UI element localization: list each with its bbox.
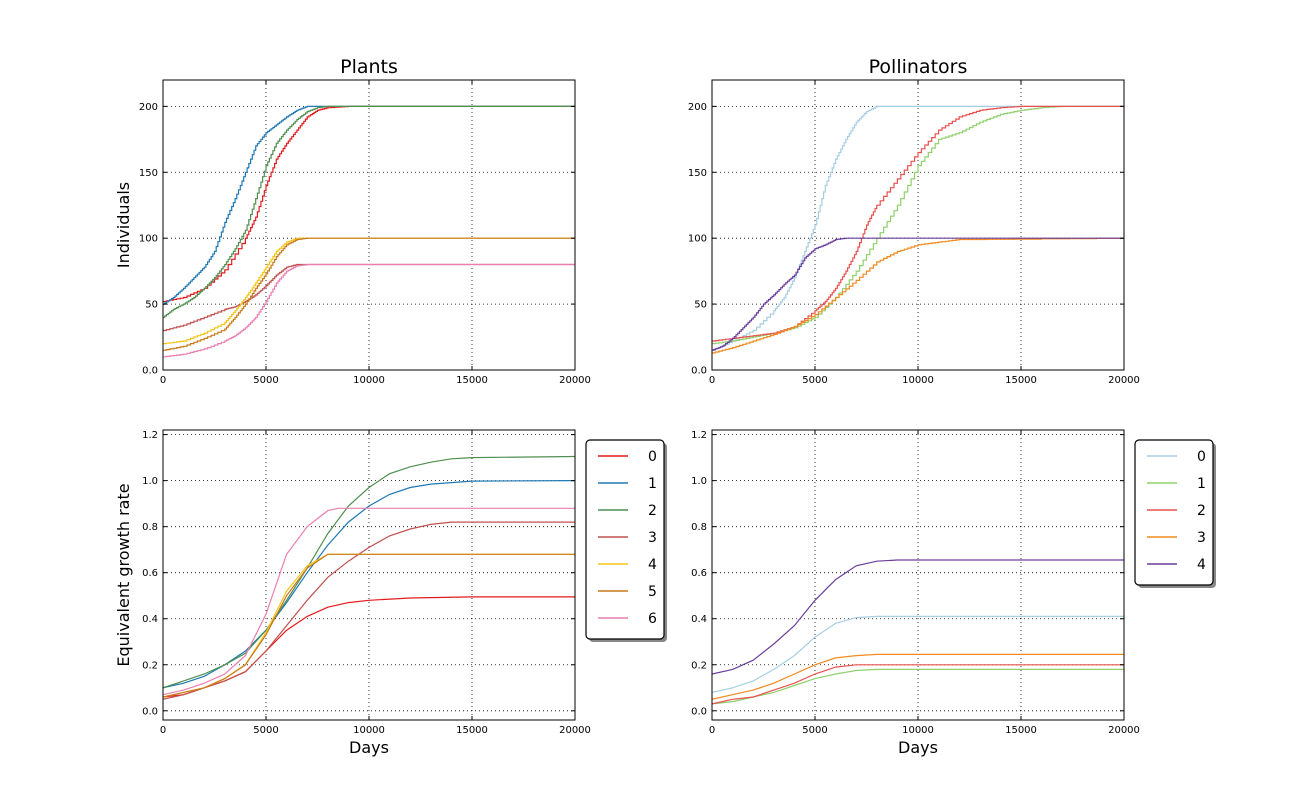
pollinators-individuals-panel: 0 5000 10000 15000 20000 0.0 50 100 150 200 Pollin… (688, 56, 1140, 386)
series-line-1 (163, 480, 575, 689)
y-tick-label: 1.2 (691, 430, 707, 441)
series-line-3 (163, 521, 575, 700)
y-tick-label: 200 (688, 102, 707, 113)
y-tick-label: 0.8 (142, 522, 158, 533)
series-line-5 (163, 237, 575, 351)
series-line-5 (163, 553, 575, 698)
series-line-4 (163, 237, 575, 345)
x-axis-label: Days (898, 738, 938, 757)
y-tick-label: 0.2 (691, 660, 707, 671)
legend-label-5: 5 (648, 584, 657, 600)
y-axis-label: Equivalent growth rate (114, 483, 133, 666)
y-axis-label: Individuals (114, 182, 133, 268)
legend-label-1: 1 (648, 476, 657, 492)
legend-label-1: 1 (1197, 476, 1206, 492)
series-line-2 (163, 455, 575, 689)
y-tick-label: 50 (694, 300, 707, 311)
chart-title: Pollinators (869, 56, 968, 78)
series-line-3 (712, 653, 1124, 700)
x-tick-label: 5000 (802, 725, 827, 736)
series-line-6 (163, 263, 575, 358)
series-line-3 (712, 237, 1124, 354)
y-tick-label: 0.6 (691, 568, 707, 579)
series-line-0 (712, 105, 1124, 351)
legend-label-4: 4 (648, 557, 657, 573)
legend-label-3: 3 (648, 530, 657, 546)
legend-label-0: 0 (648, 449, 657, 465)
series-line-2 (712, 664, 1124, 705)
legend-label-2: 2 (648, 503, 657, 519)
legend-label-6: 6 (648, 611, 657, 627)
series-line-4 (712, 237, 1124, 351)
series-line-0 (712, 615, 1124, 693)
x-tick-label: 15000 (456, 725, 488, 736)
x-tick-label: 20000 (559, 725, 591, 736)
x-tick-label: 5000 (253, 375, 278, 386)
y-tick-label: 100 (139, 234, 158, 245)
x-tick-label: 5000 (802, 375, 827, 386)
legend-label-0: 0 (1197, 449, 1206, 465)
x-tick-label: 15000 (1005, 725, 1037, 736)
legend-label-2: 2 (1197, 503, 1206, 519)
y-tick-label: 0.4 (142, 614, 158, 625)
y-tick-label: 100 (688, 234, 707, 245)
y-tick-label: 0.0 (142, 706, 158, 717)
x-tick-label: 10000 (902, 725, 934, 736)
y-tick-label: 200 (139, 102, 158, 113)
y-tick-label: 150 (688, 168, 707, 179)
x-tick-label: 0 (160, 375, 166, 386)
y-tick-label: 0.0 (691, 366, 707, 377)
y-tick-label: 0.6 (142, 568, 158, 579)
x-axis-label: Days (349, 738, 389, 757)
x-tick-label: 20000 (1108, 375, 1140, 386)
x-tick-label: 20000 (559, 375, 591, 386)
y-tick-label: 0.0 (142, 366, 158, 377)
y-tick-label: 1.0 (142, 476, 158, 487)
x-tick-label: 10000 (353, 725, 385, 736)
series-line-4 (163, 553, 575, 698)
x-tick-label: 5000 (253, 725, 278, 736)
legend: 0 1 2 3 4 5 6 (585, 439, 667, 642)
series-line-4 (712, 559, 1124, 675)
chart-title: Plants (340, 56, 398, 78)
legend: 0 1 2 3 4 (1134, 439, 1216, 588)
legend-label-4: 4 (1197, 557, 1206, 573)
series-line-2 (712, 105, 1124, 342)
y-tick-label: 0.2 (142, 660, 158, 671)
x-tick-label: 15000 (1005, 375, 1037, 386)
series-line-1 (163, 105, 575, 305)
y-tick-label: 0.4 (691, 614, 707, 625)
y-tick-label: 1.2 (142, 430, 158, 441)
series-line-6 (163, 507, 575, 696)
series-line-1 (712, 668, 1124, 705)
pollinators-growth-panel: 0 5000 10000 15000 20000 0.0 0.2 0.4 0.6 0.8 1.0 1.… (691, 429, 1216, 757)
legend-label-3: 3 (1197, 530, 1206, 546)
y-tick-label: 0.0 (691, 706, 707, 717)
x-tick-label: 20000 (1108, 725, 1140, 736)
y-tick-label: 50 (145, 300, 158, 311)
y-tick-label: 1.0 (691, 476, 707, 487)
plants-individuals-panel: 0 5000 10000 15000 20000 0.0 50 100 150 200 Plants… (114, 56, 591, 386)
x-tick-label: 0 (709, 375, 715, 386)
x-tick-label: 15000 (456, 375, 488, 386)
y-tick-label: 0.8 (691, 522, 707, 533)
y-tick-label: 150 (139, 168, 158, 179)
x-tick-label: 0 (160, 725, 166, 736)
series-line-2 (163, 105, 575, 318)
x-tick-label: 10000 (902, 375, 934, 386)
plants-growth-panel: 0 5000 10000 15000 20000 0.0 0.2 0.4 0.6 0.8 1.0 1.… (114, 429, 667, 757)
x-tick-label: 10000 (353, 375, 385, 386)
x-tick-label: 0 (709, 725, 715, 736)
